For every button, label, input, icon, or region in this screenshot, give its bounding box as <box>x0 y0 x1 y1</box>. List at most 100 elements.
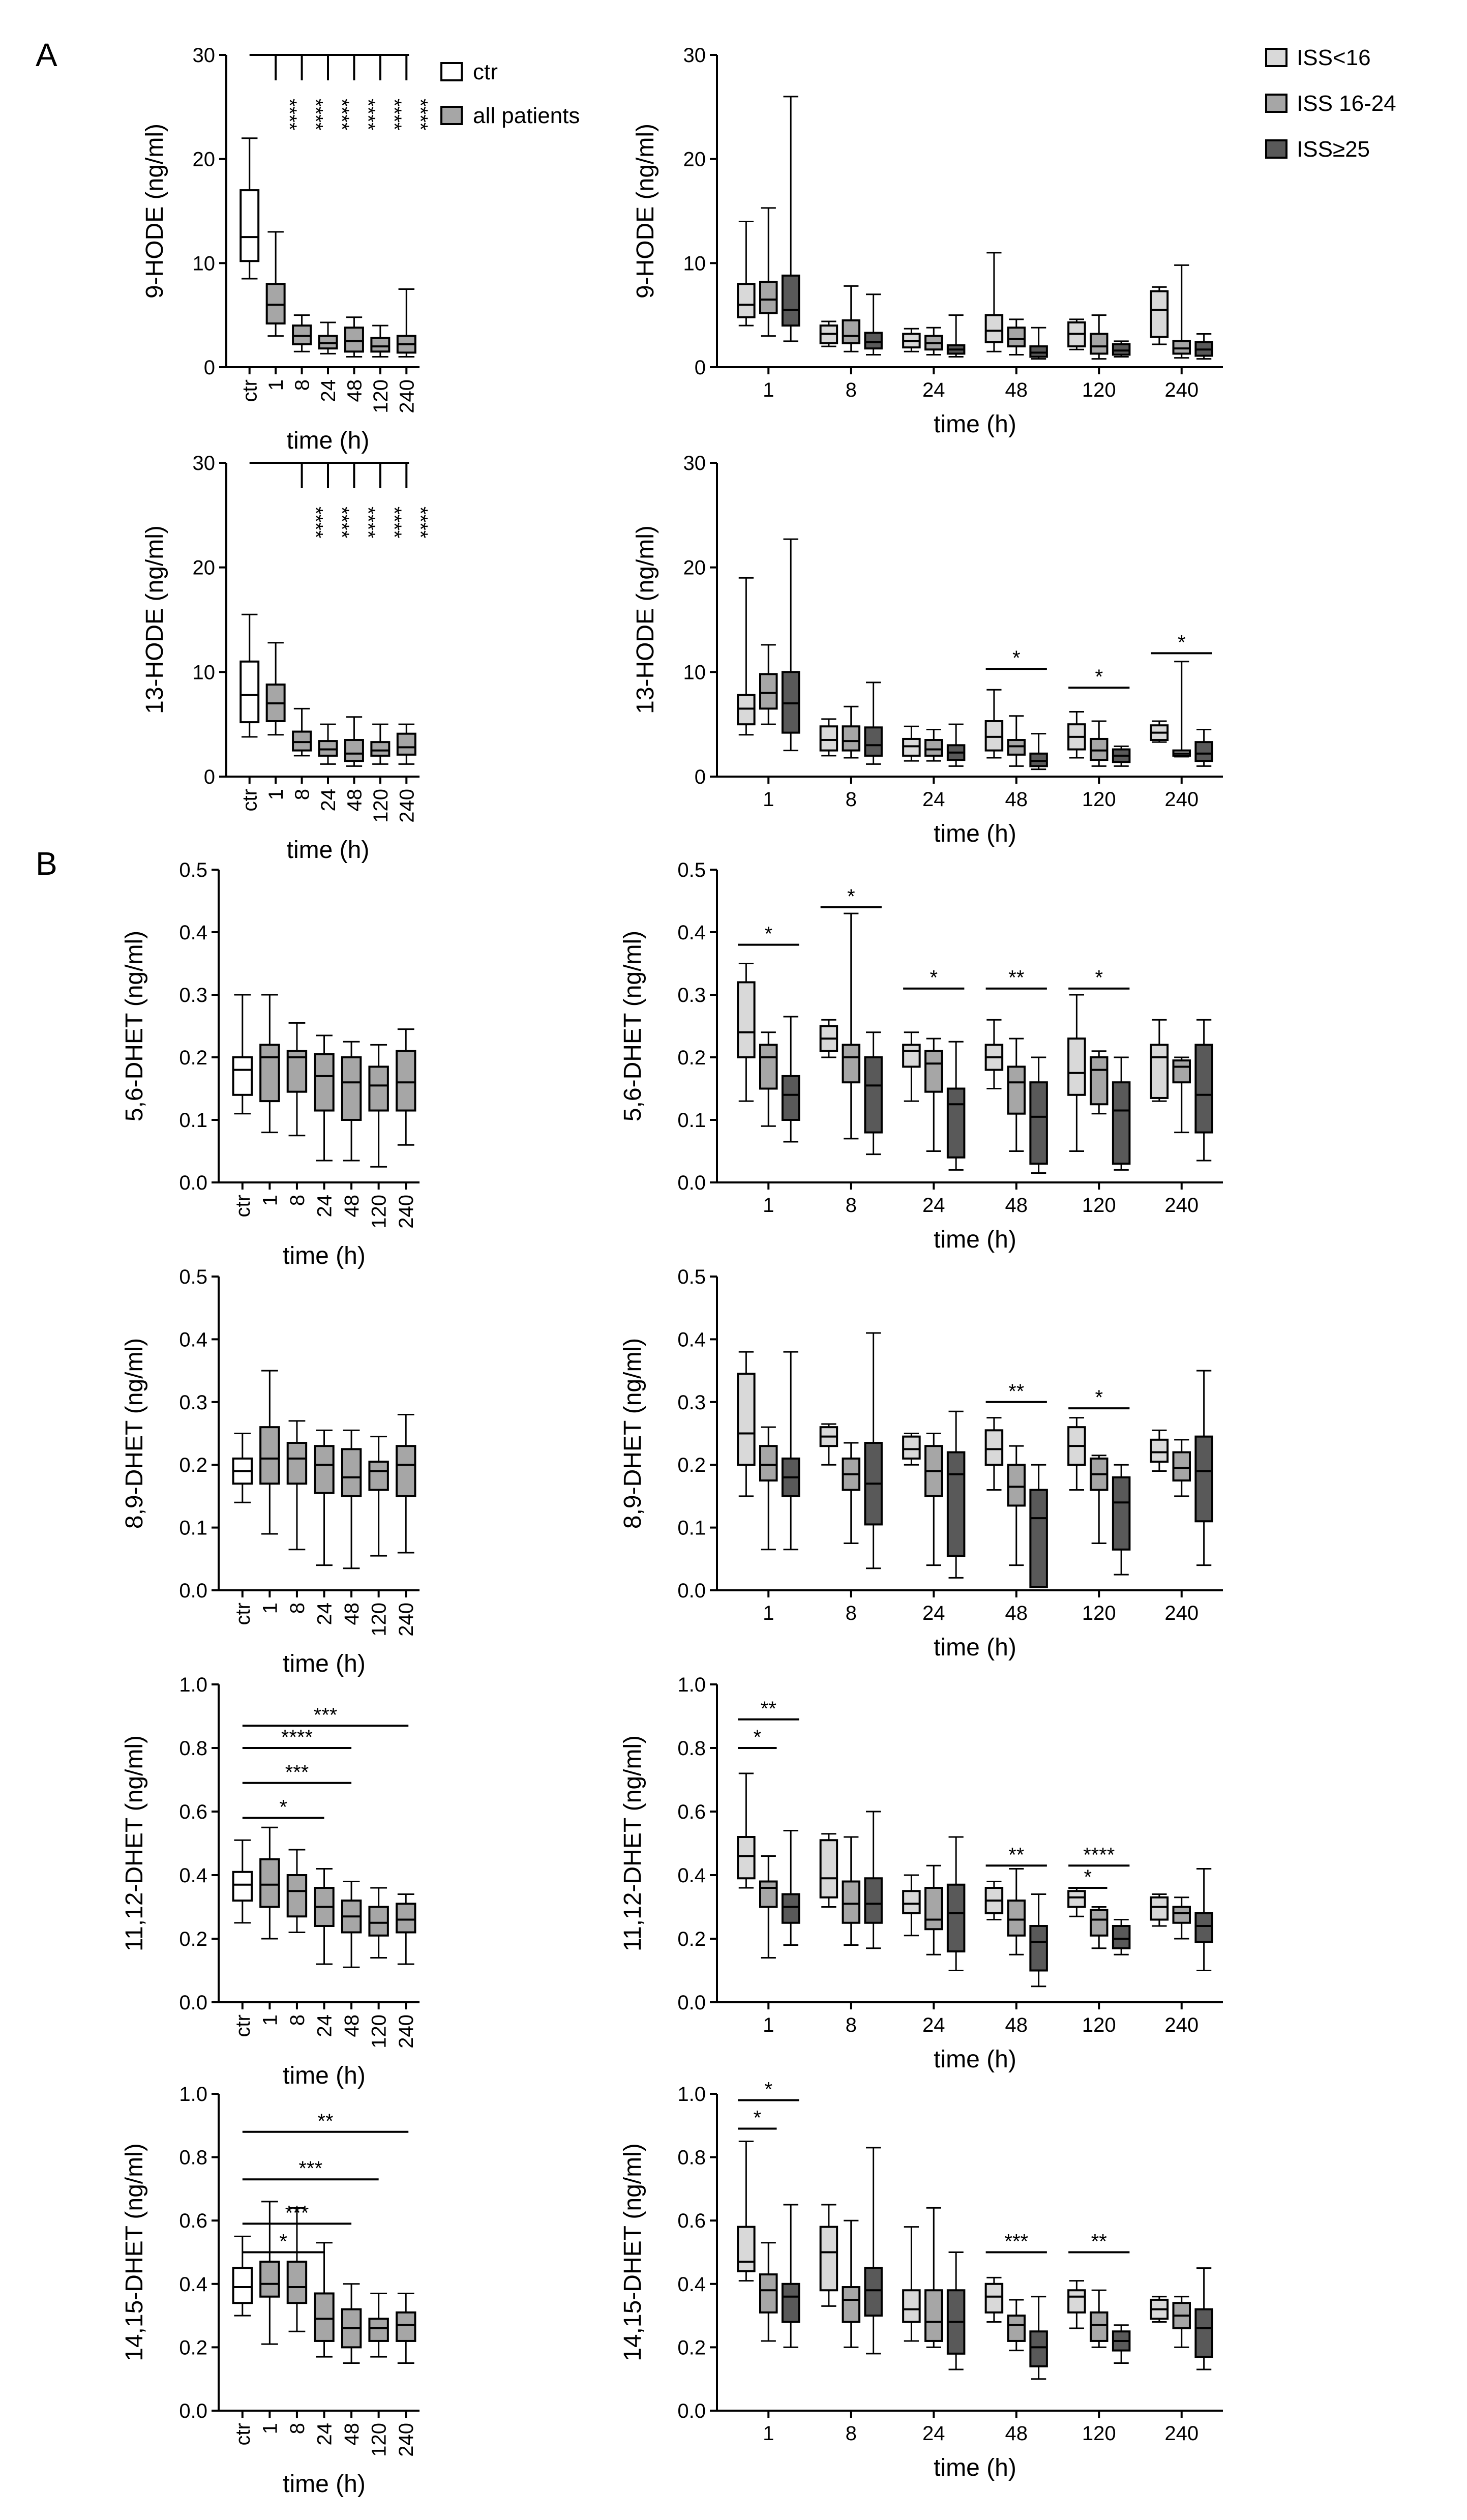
x-tick-label: 8 <box>291 379 314 391</box>
box-iqr <box>1172 1906 1191 1924</box>
y-axis-title: 11,12-DHET (ng/ml) <box>121 1735 148 1951</box>
sig-label: * <box>1012 647 1021 669</box>
box-iqr <box>259 2261 280 2298</box>
y-tick-label: 0 <box>695 766 706 788</box>
sig-label: **** <box>383 99 405 130</box>
box-iqr <box>286 2261 308 2304</box>
box-iqr <box>1172 1451 1191 1482</box>
y-tick-label: 0.2 <box>179 1928 207 1950</box>
sig-label: **** <box>278 99 301 130</box>
chart-dhet1112_all: 0.0 0.2 0.4 0.6 0.8 1.0 11,12-DHET (ng/ml) ctr 1… <box>121 1674 420 2089</box>
box-iqr <box>1150 290 1169 338</box>
y-tick-label: 0 <box>695 357 706 379</box>
box-iqr <box>902 1044 921 1068</box>
x-tick-label: 48 <box>1005 2014 1028 2036</box>
panel-label-a: A <box>36 37 57 73</box>
box-iqr <box>1029 2330 1048 2367</box>
x-tick-label: 8 <box>846 1194 857 1217</box>
y-tick-label: 0.4 <box>179 2273 207 2296</box>
box-iqr <box>1090 737 1109 761</box>
x-tick-label: 240 <box>395 1195 417 1229</box>
x-tick-label: 24 <box>317 379 340 402</box>
sig-label: *** <box>285 2202 309 2224</box>
box-iqr <box>314 2292 335 2342</box>
x-tick-label: 24 <box>922 1194 945 1217</box>
box-iqr <box>370 741 391 757</box>
y-axis-title: 13-HODE (ng/ml) <box>141 525 168 714</box>
y-tick-label: 0.1 <box>179 1517 207 1539</box>
y-tick-label: 10 <box>193 252 216 275</box>
box-iqr <box>902 2289 921 2323</box>
x-tick-label: ctr <box>239 379 261 402</box>
x-tick-label: 120 <box>1082 2422 1116 2445</box>
box-iqr <box>368 1065 389 1112</box>
x-tick-label: 120 <box>368 1603 391 1637</box>
legend-label-iss-high: ISS≥25 <box>1297 137 1370 162</box>
y-tick-label: 0.2 <box>677 1928 706 1950</box>
legend-left: ctr all patients <box>440 60 580 128</box>
sig-label: * <box>1095 666 1103 688</box>
box-iqr <box>370 337 391 353</box>
y-tick-label: 10 <box>683 661 706 684</box>
box-iqr <box>842 1044 860 1084</box>
box-iqr <box>819 725 839 752</box>
legend-label-all-patients: all patients <box>473 103 580 128</box>
x-tick-label: 240 <box>1164 788 1199 811</box>
y-tick-label: 0.1 <box>677 1109 706 1132</box>
box-iqr <box>318 740 338 757</box>
x-tick-label: 8 <box>846 379 857 401</box>
y-tick-label: 0.5 <box>677 1266 706 1288</box>
box-iqr <box>737 981 756 1059</box>
chart-dhet1112_iss: 0.0 0.2 0.4 0.6 0.8 1.0 11,12-DHET (ng/ml) 1 8 24… <box>619 1674 1223 2073</box>
legend-right: ISS<16 ISS 16-24 ISS≥25 <box>1265 45 1396 162</box>
x-tick-label: 24 <box>922 788 945 811</box>
x-tick-label: 1 <box>763 2014 774 2036</box>
box-iqr <box>842 319 860 344</box>
x-tick-label: 120 <box>1082 788 1116 811</box>
x-axis-title: time (h) <box>283 2062 366 2089</box>
box-iqr <box>864 332 883 350</box>
x-tick-label: 24 <box>314 2014 336 2037</box>
x-tick-label: 48 <box>1005 1194 1028 1217</box>
box-iqr <box>1172 340 1191 355</box>
y-tick-label: 0.0 <box>677 1992 706 2014</box>
sig-label: **** <box>331 507 353 538</box>
y-tick-label: 1.0 <box>179 1674 207 1696</box>
sig-label: * <box>930 967 938 989</box>
box-iqr <box>924 739 943 757</box>
box-iqr <box>292 730 312 752</box>
box-iqr <box>1007 327 1026 348</box>
box-iqr <box>984 1429 1004 1466</box>
sig-label: **** <box>383 507 405 538</box>
legend-label-iss-mid: ISS 16-24 <box>1297 91 1396 116</box>
x-axis-title: time (h) <box>934 1634 1016 1661</box>
chart-hode9_all: 0 10 20 30 9-HODE (ng/ml) ctr 1 8 24 48 120 240 time… <box>141 44 431 454</box>
box-iqr <box>737 694 756 726</box>
box-iqr <box>232 2267 253 2304</box>
x-tick-label: 240 <box>395 2014 417 2049</box>
box-iqr <box>286 1874 308 1918</box>
x-tick-label: 24 <box>922 379 945 401</box>
y-tick-label: 0.4 <box>677 1328 706 1351</box>
y-tick-label: 0.0 <box>179 2400 207 2422</box>
box-iqr <box>368 1906 389 1937</box>
sig-label: ** <box>1008 1844 1024 1866</box>
sig-label: * <box>764 923 772 945</box>
x-tick-label: 8 <box>846 2014 857 2036</box>
chart-dhet56_iss: 0.0 0.1 0.2 0.3 0.4 0.5 5,6-DHET (ng/ml) 1 8 24 48… <box>619 859 1223 1253</box>
x-axis-title: time (h) <box>283 1650 366 1677</box>
box-iqr <box>1007 2315 1026 2342</box>
box-iqr <box>396 1903 416 1934</box>
sig-label: *** <box>1004 2231 1028 2253</box>
x-axis-title: time (h) <box>283 1242 366 1269</box>
y-tick-label: 0.8 <box>179 1737 207 1760</box>
x-tick-label: 48 <box>1005 2422 1028 2445</box>
box-iqr <box>1090 1909 1109 1937</box>
y-tick-label: 0.0 <box>677 1172 706 1194</box>
box-iqr <box>781 1075 800 1121</box>
x-tick-label: 24 <box>314 1195 336 1218</box>
box-iqr <box>1090 333 1109 355</box>
x-tick-label: 8 <box>846 1602 857 1624</box>
x-tick-label: 8 <box>286 1603 309 1614</box>
box-iqr <box>842 2286 860 2323</box>
